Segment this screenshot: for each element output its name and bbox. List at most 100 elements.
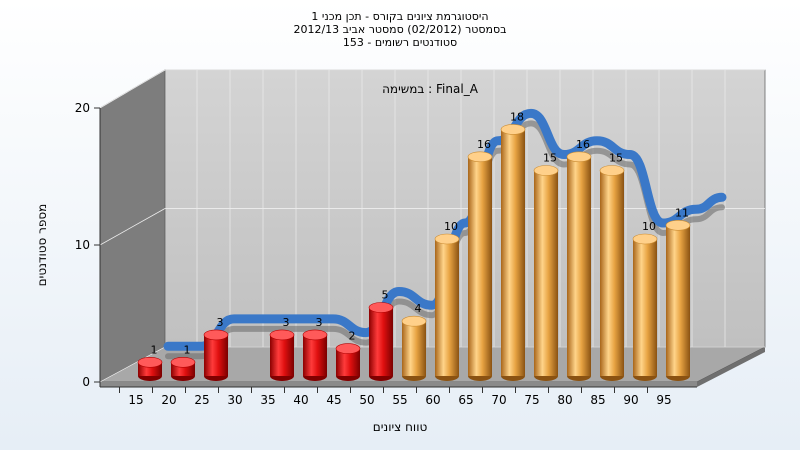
x-tick-label: 55 <box>392 393 407 407</box>
data-label-85: 15 <box>609 152 623 165</box>
bar-body <box>369 307 393 376</box>
bar-top <box>401 315 427 327</box>
y-tick-label: 0 <box>82 375 90 389</box>
bar-top <box>599 165 625 176</box>
x-tick-label: 20 <box>161 393 176 407</box>
side-wall <box>99 69 166 383</box>
axes <box>99 108 697 388</box>
chart-subtitle: במשימה : Final_A <box>382 82 479 96</box>
bar-85 <box>599 165 625 381</box>
bar-top <box>566 151 592 163</box>
bar-top <box>137 356 163 368</box>
grid-line-side <box>99 208 166 246</box>
grid-line-side <box>99 69 166 109</box>
data-label-25: 3 <box>217 316 224 329</box>
x-tick-label: 80 <box>557 393 572 407</box>
floor <box>99 346 766 383</box>
bar-95 <box>665 220 691 381</box>
bar-body <box>402 321 426 376</box>
x-tick-label: 35 <box>260 393 275 407</box>
y-tick-label: 20 <box>75 101 90 115</box>
data-label-70: 18 <box>510 110 524 123</box>
bar-body <box>435 239 459 376</box>
data-label-60: 10 <box>444 220 458 233</box>
bar-55 <box>401 315 427 381</box>
bar-75 <box>533 165 559 381</box>
data-label-80: 16 <box>576 138 590 151</box>
bar-top <box>170 356 196 368</box>
bar-top <box>467 151 493 163</box>
data-label-65: 16 <box>477 138 491 151</box>
x-tick-label: 70 <box>491 393 506 407</box>
data-label-95: 11 <box>675 206 689 219</box>
chart-title-line-3: סטודנטים רשומים - 153 <box>343 36 457 49</box>
bars <box>137 124 691 381</box>
data-label-40: 3 <box>316 316 323 329</box>
bar-top <box>665 220 691 231</box>
data-label-50: 5 <box>382 289 389 302</box>
data-label-15: 1 <box>151 343 158 356</box>
x-tick-label: 40 <box>293 393 308 407</box>
bar-60 <box>434 233 460 381</box>
trend-ribbon <box>163 108 727 360</box>
bar-top <box>269 329 295 341</box>
x-axis-label: טווח ציונים <box>373 420 428 434</box>
x-tick-label: 50 <box>359 393 374 407</box>
bar-body <box>270 334 294 376</box>
bar-body <box>303 334 327 376</box>
data-label-35: 3 <box>283 316 290 329</box>
bar-50 <box>368 302 394 381</box>
x-axis-ticks: 15 20 25 30 35 40 45 50 55 60 65 70 75 80 85 90 95 <box>119 387 672 407</box>
bar-body <box>666 225 690 376</box>
floor-front-edge <box>100 382 697 387</box>
data-label-45: 2 <box>349 330 356 343</box>
bar-15 <box>137 356 163 381</box>
bar-35 <box>269 329 295 381</box>
chart-title-line-2: בסמסטר (02/2012) סמסטר אביב 2012/13 <box>293 23 506 36</box>
bar-top <box>632 233 658 245</box>
bar-40 <box>302 329 328 381</box>
bar-body <box>567 156 591 376</box>
bar-top <box>335 343 361 354</box>
x-tick-label: 85 <box>590 393 605 407</box>
x-tick-label: 15 <box>128 393 143 407</box>
bar-body <box>468 156 492 376</box>
y-axis-ticks: 0 10 20 <box>75 101 100 389</box>
bar-body <box>600 170 624 376</box>
bar-80 <box>566 151 592 381</box>
x-tick-label: 65 <box>458 393 473 407</box>
chart-title-line-1: היסטוגרמת ציונים בקורס - תכן מכני 1 <box>311 10 488 23</box>
bar-top <box>203 329 229 341</box>
data-label-55: 4 <box>415 302 422 315</box>
bar-top <box>533 165 559 176</box>
trend-line <box>163 108 727 351</box>
bar-top <box>302 329 328 341</box>
bar-top <box>434 233 460 245</box>
bar-20 <box>170 356 196 381</box>
x-tick-label: 75 <box>524 393 539 407</box>
x-tick-label: 95 <box>656 393 671 407</box>
grid-line-side <box>99 346 166 383</box>
bar-25 <box>203 329 229 381</box>
y-axis-label: מספר סטודנטים <box>35 204 49 287</box>
data-label-90: 10 <box>642 220 656 233</box>
bar-70 <box>500 124 526 381</box>
bar-top <box>500 124 526 135</box>
bar-body <box>633 239 657 376</box>
bar-top <box>368 302 394 313</box>
bar-65 <box>467 151 493 381</box>
x-tick-label: 45 <box>326 393 341 407</box>
x-tick-label: 90 <box>623 393 638 407</box>
x-tick-label: 25 <box>194 393 209 407</box>
x-tick-label: 60 <box>425 393 440 407</box>
bar-body <box>534 170 558 376</box>
bar-body <box>204 334 228 376</box>
bar-45 <box>335 343 361 381</box>
bar-body <box>501 129 525 376</box>
bar-90 <box>632 233 658 381</box>
chart-title: היסטוגרמת ציונים בקורס - תכן מכני 1 בסמס… <box>293 10 506 49</box>
data-label-20: 1 <box>184 343 191 356</box>
x-tick-label: 30 <box>227 393 242 407</box>
